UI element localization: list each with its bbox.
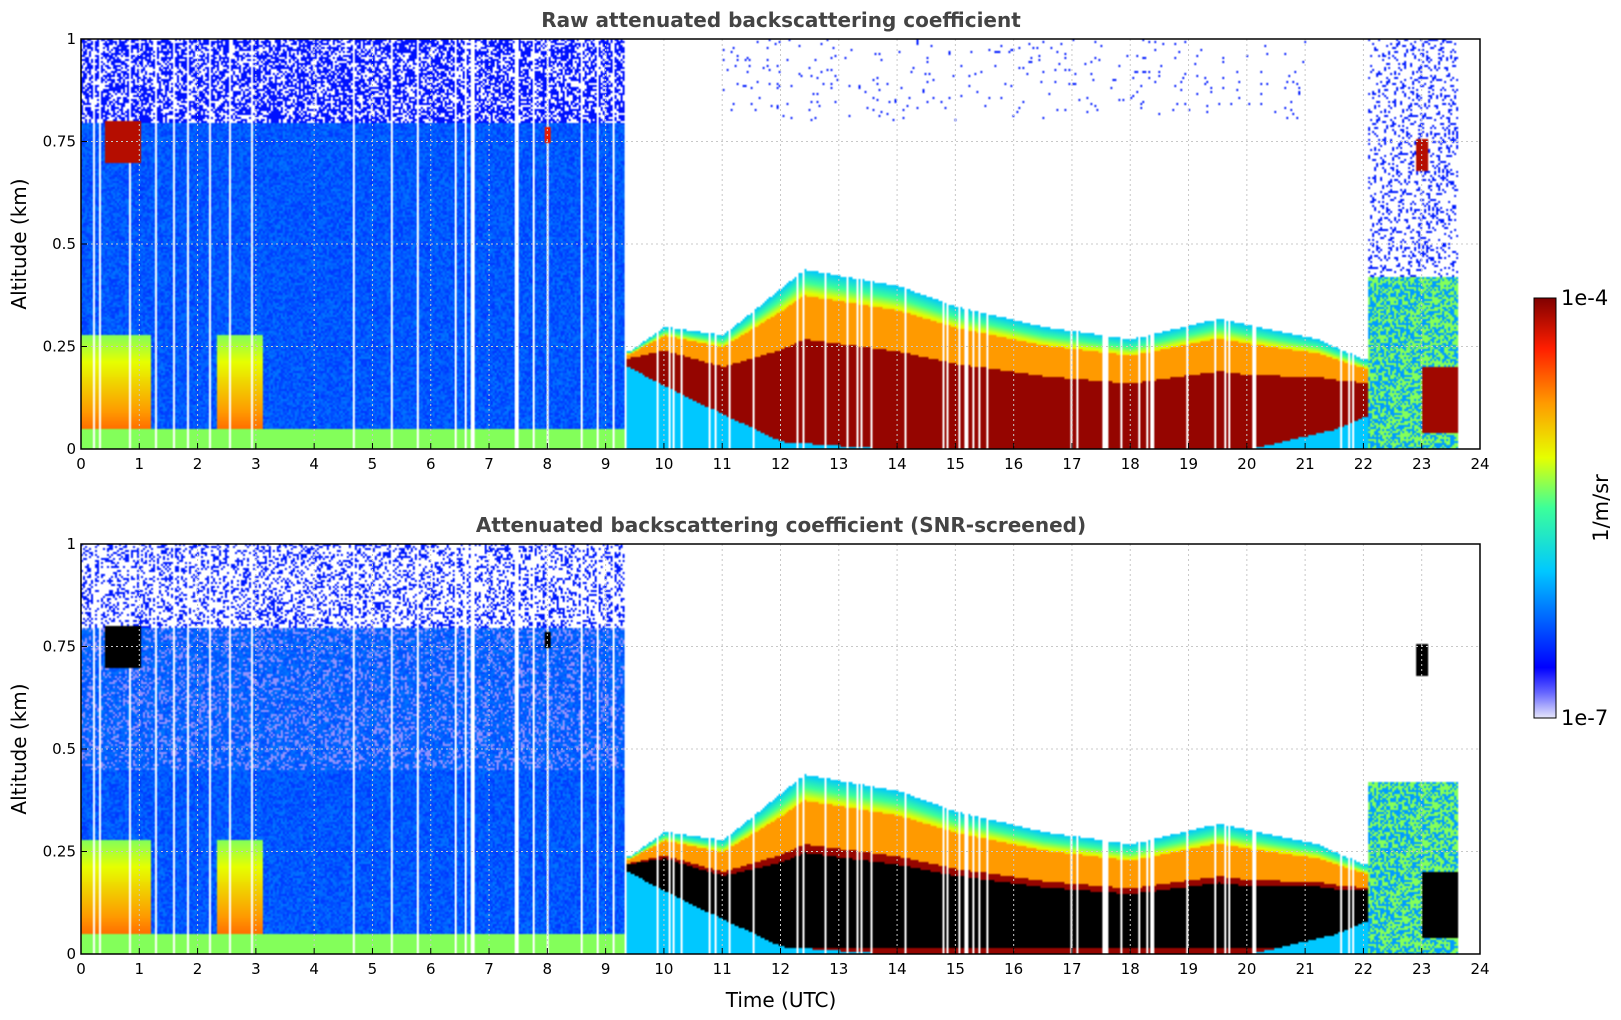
x-tick-label: 6 (426, 960, 436, 978)
y-axis-label-raw: Altitude (km) (7, 178, 31, 309)
x-tick-label: 7 (484, 455, 494, 473)
x-tick-label: 2 (193, 455, 203, 473)
y-axis-label-screened: Altitude (km) (7, 683, 31, 814)
x-tick-label: 17 (1062, 960, 1081, 978)
panel-screened: Attenuated backscattering coefficient (S… (7, 513, 1490, 1012)
x-tick-label: 10 (654, 455, 673, 473)
x-tick-label: 3 (251, 960, 261, 978)
x-tick-label: 22 (1354, 455, 1373, 473)
x-tick-label: 9 (601, 455, 611, 473)
x-tick-label: 22 (1354, 960, 1373, 978)
panel-title-screened: Attenuated backscattering coefficient (S… (476, 513, 1086, 537)
x-tick-label: 11 (713, 960, 732, 978)
x-tick-label: 19 (1179, 455, 1198, 473)
x-tick-label: 23 (1412, 960, 1431, 978)
x-tick-label: 7 (484, 960, 494, 978)
x-ticks-screened: 0 1 2 3 4 5 6 7 8 9 10 11 12 13 14 15 16 17 18 19 20 21 22 23 24 (76, 948, 1490, 978)
x-tick-label: 4 (309, 960, 319, 978)
y-tick-label: 0.75 (43, 638, 76, 656)
x-tick-label: 5 (368, 455, 378, 473)
x-tick-label: 8 (543, 455, 553, 473)
x-tick-label: 8 (543, 960, 553, 978)
x-tick-label: 0 (76, 960, 86, 978)
x-tick-label: 12 (771, 960, 790, 978)
x-tick-label: 4 (309, 455, 319, 473)
x-tick-label: 24 (1470, 455, 1489, 473)
panel-title-raw: Raw attenuated backscattering coefficien… (541, 8, 1021, 32)
x-tick-label: 17 (1062, 455, 1081, 473)
y-tick-label: 0.5 (52, 235, 76, 253)
y-tick-label: 0.75 (43, 133, 76, 151)
x-tick-label: 1 (135, 455, 145, 473)
y-tick-label: 0.25 (43, 338, 76, 356)
x-axis-label: Time (UTC) (725, 988, 837, 1012)
x-tick-label: 9 (601, 960, 611, 978)
x-tick-label: 2 (193, 960, 203, 978)
colorbar-gradient (1533, 297, 1557, 719)
y-tick-label: 0 (66, 945, 76, 963)
colorbar-unit-label: 1/m/sr (1589, 474, 1613, 542)
x-tick-label: 13 (829, 455, 848, 473)
colorbar-max-label: 1e-4 (1561, 286, 1608, 310)
x-tick-label: 20 (1237, 455, 1256, 473)
x-tick-label: 14 (888, 455, 907, 473)
grid-raw (81, 39, 1480, 449)
x-tick-label: 11 (713, 455, 732, 473)
x-tick-label: 15 (946, 455, 965, 473)
x-tick-label: 24 (1470, 960, 1489, 978)
x-tick-label: 10 (654, 960, 673, 978)
grid-screened (81, 544, 1480, 954)
x-tick-label: 21 (1296, 455, 1315, 473)
x-tick-label: 5 (368, 960, 378, 978)
y-ticks-screened: 0 0.25 0.5 0.75 1 (43, 535, 87, 963)
x-tick-label: 12 (771, 455, 790, 473)
panel-raw: Raw attenuated backscattering coefficien… (7, 8, 1490, 473)
x-tick-label: 20 (1237, 960, 1256, 978)
colorbar: 1e-4 1e-7 1/m/sr (1533, 286, 1613, 730)
x-tick-label: 18 (1121, 455, 1140, 473)
x-tick-label: 23 (1412, 455, 1431, 473)
x-tick-label: 3 (251, 455, 261, 473)
x-tick-label: 19 (1179, 960, 1198, 978)
x-tick-label: 6 (426, 455, 436, 473)
x-tick-label: 16 (1004, 960, 1023, 978)
y-ticks-raw: 0 0.25 0.5 0.75 1 (43, 30, 87, 458)
y-tick-label: 1 (66, 535, 76, 553)
y-tick-label: 0.5 (52, 740, 76, 758)
x-tick-label: 21 (1296, 960, 1315, 978)
colorbar-min-label: 1e-7 (1561, 706, 1608, 730)
y-tick-label: 0.25 (43, 843, 76, 861)
x-tick-label: 0 (76, 455, 86, 473)
x-tick-label: 14 (888, 960, 907, 978)
y-tick-label: 0 (66, 440, 76, 458)
x-tick-label: 13 (829, 960, 848, 978)
x-tick-label: 15 (946, 960, 965, 978)
x-tick-label: 16 (1004, 455, 1023, 473)
x-tick-label: 1 (135, 960, 145, 978)
x-ticks-raw: 0 1 2 3 4 5 6 7 8 9 10 11 12 13 14 15 16 17 18 19 20 21 22 23 24 (76, 443, 1490, 473)
x-tick-label: 18 (1121, 960, 1140, 978)
y-tick-label: 1 (66, 30, 76, 48)
